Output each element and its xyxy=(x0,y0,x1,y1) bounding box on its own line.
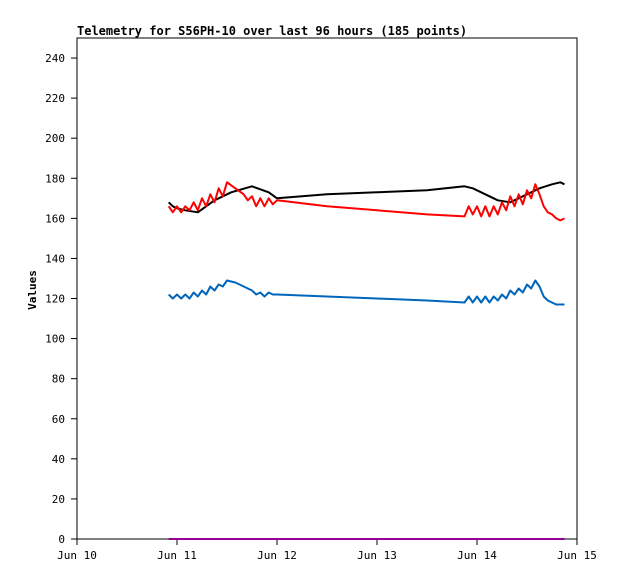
y-tick-label: 240 xyxy=(45,52,65,65)
x-tick-label: Jun 13 xyxy=(357,549,397,562)
y-tick-label: 180 xyxy=(45,172,65,185)
x-tick-label: Jun 15 xyxy=(557,549,597,562)
series-line-1 xyxy=(168,181,565,214)
y-tick-label: 220 xyxy=(45,92,65,105)
y-tick-label: 80 xyxy=(52,373,65,386)
y-tick-label: 200 xyxy=(45,132,65,145)
y-tick-label: 160 xyxy=(45,212,65,225)
y-tick-label: 120 xyxy=(45,293,65,306)
y-tick-label: 60 xyxy=(52,413,65,426)
x-axis: Jun 10 Jun 11 Jun 12 Jun 13 Jun 14 Jun 15 xyxy=(57,539,597,562)
series-group xyxy=(167,181,565,540)
y-tick-label: 20 xyxy=(52,493,65,506)
x-tick-label: Jun 14 xyxy=(457,549,497,562)
y-tick-label: 40 xyxy=(52,453,65,466)
x-tick-label: Jun 10 xyxy=(57,549,97,562)
y-axis-label: Values xyxy=(26,270,39,310)
x-tick-label: Jun 11 xyxy=(157,549,197,562)
series-line-2 xyxy=(167,181,565,222)
y-tick-label: 140 xyxy=(45,252,65,265)
y-tick-label: 0 xyxy=(58,533,65,546)
x-tick-label: Jun 12 xyxy=(257,549,297,562)
y-tick-label: 100 xyxy=(45,333,65,346)
y-axis: 0 20 40 60 80 100 120 140 160 180 200 220 240 xyxy=(45,52,77,546)
chart-title: Telemetry for S56PH-10 over last 96 hour… xyxy=(77,24,467,38)
series-line-3 xyxy=(168,279,565,306)
